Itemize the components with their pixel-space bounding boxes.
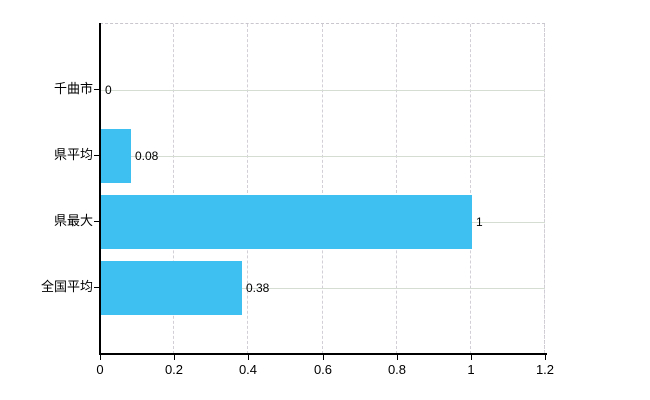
vertical-gridline <box>322 24 323 354</box>
x-axis-tick-label: 0.4 <box>238 362 258 377</box>
x-axis-tick <box>471 353 472 360</box>
bar <box>101 261 242 315</box>
y-axis-tick <box>94 287 100 288</box>
bar <box>101 195 472 249</box>
x-axis-tick <box>248 353 249 360</box>
category-label: 県平均 <box>53 147 93 162</box>
horizontal-gridline <box>100 90 545 91</box>
x-axis-tick-label: 0.8 <box>387 362 407 377</box>
bar-value-label: 1 <box>476 215 483 229</box>
x-axis-tick <box>545 353 546 360</box>
x-axis-tick <box>397 353 398 360</box>
x-axis-tick-label: 0.2 <box>164 362 184 377</box>
horizontal-gridline <box>100 288 545 289</box>
category-label: 県最大 <box>53 213 93 228</box>
bar-value-label: 0.38 <box>246 281 270 295</box>
category-label: 全国平均 <box>40 279 93 294</box>
bar-value-label: 0.08 <box>135 149 159 163</box>
x-axis-tick <box>100 353 101 360</box>
y-axis-tick <box>94 155 100 156</box>
category-label: 千曲市 <box>53 81 93 96</box>
horizontal-gridline <box>100 156 545 157</box>
y-axis-tick <box>94 221 100 222</box>
x-axis-tick-label: 1 <box>467 362 475 377</box>
bar-value-label: 0 <box>105 83 112 97</box>
vertical-gridline <box>544 24 545 354</box>
vertical-gridline <box>173 24 174 354</box>
x-axis-tick-label: 0.6 <box>313 362 333 377</box>
y-axis-line <box>99 23 101 355</box>
x-axis-tick-label: 1.2 <box>535 362 555 377</box>
x-axis-line <box>99 353 547 355</box>
vertical-gridline <box>470 24 471 354</box>
x-axis-tick-label: 0 <box>96 362 104 377</box>
vertical-gridline <box>396 24 397 354</box>
vertical-gridline <box>247 24 248 354</box>
x-axis-tick <box>323 353 324 360</box>
plot-area: 0 0.08 1 0.38 <box>100 23 545 354</box>
x-axis-tick <box>174 353 175 360</box>
y-axis-tick <box>94 89 100 90</box>
bar <box>101 129 131 183</box>
